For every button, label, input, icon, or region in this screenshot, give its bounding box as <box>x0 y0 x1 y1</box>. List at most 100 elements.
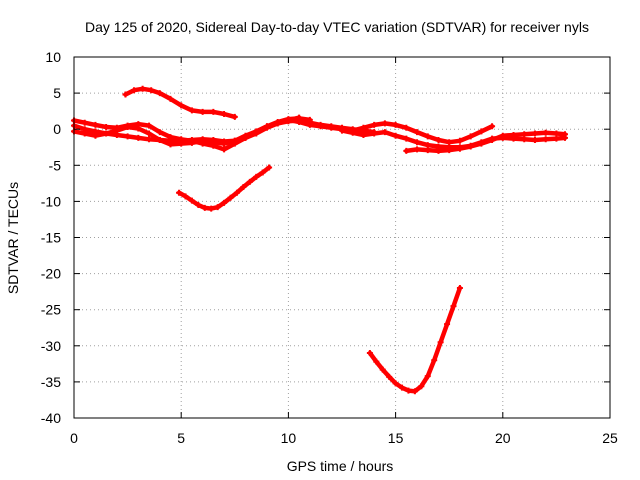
y-tick-label: 0 <box>53 121 61 137</box>
data-point <box>103 130 110 137</box>
data-point <box>424 373 431 380</box>
y-tick-label: -20 <box>41 266 61 282</box>
data-point <box>531 137 538 144</box>
data-point <box>392 380 399 387</box>
data-point <box>431 357 438 364</box>
data-point <box>188 139 195 146</box>
data-point <box>414 139 421 146</box>
data-point <box>233 189 240 196</box>
y-axis-label: SDTVAR / TECUs <box>5 182 21 294</box>
data-point <box>306 121 313 128</box>
data-point <box>199 137 206 144</box>
x-tick-label: 25 <box>602 430 618 446</box>
data-point <box>214 204 221 211</box>
data-point <box>113 127 120 134</box>
series-arc-deep <box>366 285 463 395</box>
data-point <box>221 146 228 153</box>
data-point <box>221 140 228 147</box>
data-point <box>553 135 560 142</box>
x-tick-label: 15 <box>388 430 404 446</box>
y-tick-labels: 10 5 0 -5 -10 -15 -20 -25 -30 -35 -40 <box>41 49 61 426</box>
data-point <box>366 350 373 357</box>
data-point <box>81 130 88 137</box>
data-series <box>71 85 568 395</box>
data-point <box>146 130 153 137</box>
data-point <box>456 285 463 292</box>
data-point <box>188 107 195 114</box>
data-point <box>553 130 560 137</box>
data-point <box>317 123 324 130</box>
data-point <box>81 119 88 126</box>
data-point <box>371 121 378 128</box>
data-point <box>131 87 138 94</box>
data-point <box>176 189 183 196</box>
chart-title: Day 125 of 2020, Sidereal Day-to-day VTE… <box>85 19 589 35</box>
data-point <box>360 124 367 131</box>
data-point <box>231 137 238 144</box>
data-point <box>467 133 474 140</box>
data-point <box>339 127 345 134</box>
data-point <box>392 121 399 128</box>
x-tick-label: 20 <box>495 430 511 446</box>
data-point <box>403 135 410 142</box>
data-point <box>467 143 474 150</box>
data-point <box>92 132 99 139</box>
data-point <box>201 204 208 211</box>
data-point <box>478 140 485 147</box>
data-point <box>135 125 142 132</box>
data-point <box>135 134 142 141</box>
data-point <box>231 113 238 120</box>
data-point <box>221 111 228 118</box>
data-point <box>435 137 442 144</box>
data-point <box>242 132 249 139</box>
data-point <box>561 131 568 138</box>
data-point <box>399 384 406 391</box>
data-point <box>381 129 388 136</box>
data-point <box>424 133 431 140</box>
data-point <box>227 194 234 201</box>
data-point <box>210 139 217 146</box>
y-tick-label: -25 <box>41 302 61 318</box>
data-point <box>489 123 496 130</box>
data-point <box>263 123 270 130</box>
data-point <box>414 146 421 153</box>
data-point <box>478 128 485 135</box>
data-point <box>531 130 538 137</box>
x-tick-label: 0 <box>70 430 78 446</box>
y-tick-label: 5 <box>53 85 61 101</box>
data-point <box>499 132 506 139</box>
data-point <box>167 134 174 141</box>
x-tick-label: 10 <box>281 430 297 446</box>
data-point <box>274 120 281 127</box>
data-point <box>444 321 451 328</box>
y-tick-label: -35 <box>41 374 61 390</box>
data-point <box>124 124 131 131</box>
data-point <box>411 388 418 395</box>
data-point <box>414 129 421 136</box>
data-point <box>349 129 356 136</box>
data-point <box>489 137 496 144</box>
data-point <box>450 303 457 310</box>
data-point <box>92 121 99 128</box>
data-point <box>371 130 378 137</box>
data-point <box>542 136 549 143</box>
data-point <box>188 197 195 204</box>
data-point <box>208 205 215 212</box>
data-point <box>542 129 549 136</box>
data-point <box>167 141 174 148</box>
data-point <box>259 169 266 176</box>
data-point <box>178 140 185 147</box>
y-tick-label: -10 <box>41 193 61 209</box>
data-point <box>446 147 453 154</box>
data-point <box>266 164 273 171</box>
data-point <box>210 108 217 115</box>
data-point <box>124 133 131 140</box>
data-point <box>373 358 380 365</box>
x-tick-labels: 0 5 10 15 20 25 <box>70 430 618 446</box>
data-point <box>296 118 303 125</box>
y-tick-label: -5 <box>49 157 62 173</box>
data-point <box>328 124 335 131</box>
data-point <box>178 102 185 109</box>
